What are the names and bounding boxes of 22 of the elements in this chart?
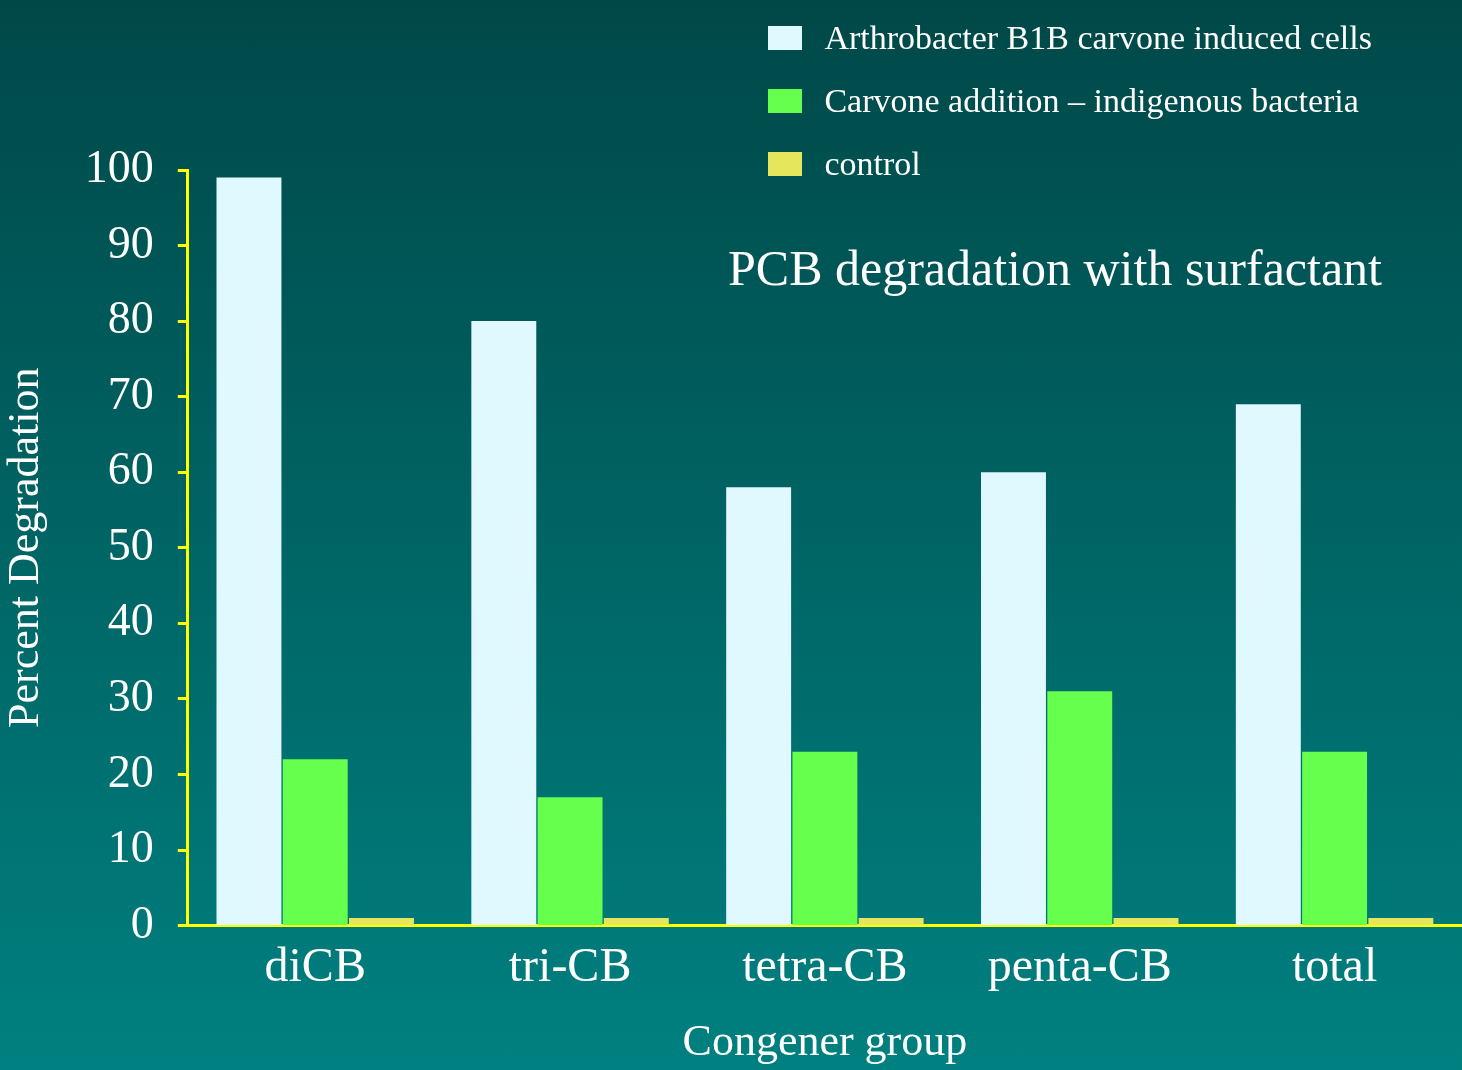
y-tick-label: 30 [107,670,154,721]
x-tick-label: penta-CB [987,938,1172,992]
legend-label: Arthrobacter B1B carvone induced cells [824,18,1372,57]
y-tick-label: 10 [107,821,154,873]
legend-label: control [824,144,921,183]
x-tick-label: diCB [264,938,366,992]
y-tick-label: 50 [107,518,154,570]
x-tick-label: tri-CB [508,938,632,992]
y-tick-label: 80 [107,292,154,344]
text: PCB degradation with surfactant [727,240,1383,297]
y-tick-label: 90 [107,216,154,268]
y-tick-label: 20 [107,745,154,797]
y-tick-label: 0 [130,896,154,948]
x-tick-label: tetra-CB [742,938,908,992]
legend-label: Carvone addition – indigenous bacteria [824,81,1359,120]
y-tick-label: 60 [107,443,154,495]
x-axis-title: Congener group [682,1016,968,1066]
x-tick-label: total [1291,938,1378,992]
y-tick-label: 70 [107,367,154,419]
y-tick-label: 40 [107,594,154,646]
y-axis-title: Percent Degradation [0,367,48,728]
y-tick-label: 100 [84,141,154,193]
